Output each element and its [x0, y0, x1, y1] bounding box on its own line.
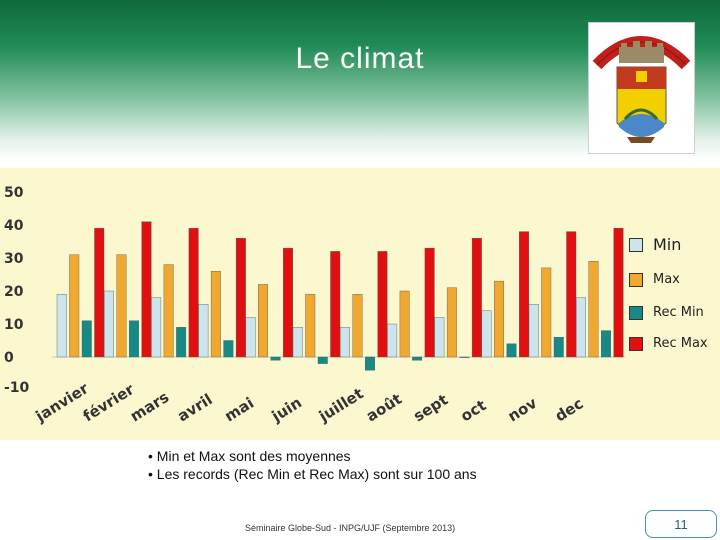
bar-rec-min-3 — [223, 340, 234, 358]
y-tick-label: 50 — [4, 185, 24, 201]
x-tick-label: mai — [221, 394, 257, 426]
legend-item-max: Max — [629, 272, 719, 288]
bar-rec-min-6 — [365, 356, 375, 371]
y-tick-label: 10 — [4, 317, 24, 333]
x-tick-label: août — [363, 390, 405, 426]
bar-min-7 — [387, 323, 398, 358]
slide-notes: • Min et Max sont des moyennes • Les rec… — [148, 447, 477, 483]
x-tick-label: juin — [268, 393, 305, 426]
x-tick-label: sept — [410, 391, 451, 426]
slide-header: Le climat — [0, 0, 720, 160]
climate-bar-chart: 50 40 30 20 10 0 -10 janvier février mars a… — [0, 168, 720, 440]
bar-max-1 — [116, 254, 127, 358]
bar-rec-min-4 — [270, 356, 281, 361]
slide-title: Le climat — [295, 42, 425, 75]
bar-rec-max-6 — [377, 251, 388, 358]
bar-max-8 — [446, 287, 457, 358]
legend-item-min: Min — [629, 235, 719, 254]
bar-rec-min-11 — [601, 330, 611, 358]
bar-max-9 — [494, 280, 504, 358]
bar-min-2 — [151, 297, 162, 358]
bar-max-6 — [352, 294, 363, 358]
legend-item-rec-min: Rec Min — [629, 305, 719, 321]
bar-rec-min-10 — [553, 336, 564, 358]
bar-min-1 — [103, 290, 114, 358]
page-number: 11 — [645, 510, 717, 538]
legend-swatch-max — [629, 273, 643, 287]
bar-rec-max-1 — [141, 221, 152, 358]
legend-label-max: Max — [653, 272, 680, 287]
bar-rec-min-2 — [176, 327, 187, 358]
legend-swatch-min — [629, 238, 643, 252]
legend-label-min: Min — [653, 235, 682, 254]
x-tick-label: février — [80, 380, 138, 426]
bar-max-2 — [163, 264, 174, 358]
bar-max-5 — [305, 294, 316, 358]
bar-rec-min-0 — [81, 320, 92, 358]
bar-min-10 — [528, 303, 539, 358]
y-tick-label: 30 — [4, 251, 24, 267]
x-tick-label: avril — [174, 390, 215, 425]
y-tick-label: 20 — [4, 284, 24, 300]
bar-min-8 — [434, 317, 445, 358]
legend-item-rec-max: Rec Max — [629, 336, 719, 352]
city-coat-of-arms-logo — [588, 22, 695, 154]
x-tick-label: oct — [457, 396, 489, 425]
x-tick-label: dec — [552, 394, 587, 425]
bar-max-11 — [588, 261, 599, 358]
bar-min-6 — [340, 327, 350, 358]
bar-max-3 — [210, 270, 221, 358]
bar-rec-min-1 — [128, 320, 139, 358]
bar-rec-max-2 — [188, 228, 199, 358]
bar-max-0 — [69, 254, 80, 358]
bar-rec-max-10 — [566, 231, 577, 358]
bar-min-3 — [198, 303, 209, 358]
bar-max-10 — [541, 267, 552, 358]
bar-min-4 — [245, 317, 256, 358]
bar-min-5 — [292, 327, 303, 358]
bar-rec-max-3 — [235, 237, 246, 358]
y-tick-label: 0 — [4, 350, 14, 366]
bar-max-4 — [258, 284, 268, 358]
note-line: • Les records (Rec Min et Rec Max) sont … — [148, 466, 477, 482]
bar-rec-max-7 — [424, 247, 435, 358]
bar-min-0 — [56, 294, 67, 358]
legend-label-rec-max: Rec Max — [653, 336, 708, 351]
bar-rec-min-9 — [506, 343, 517, 358]
bar-rec-max-8 — [471, 237, 482, 358]
note-line: • Min et Max sont des moyennes — [148, 448, 351, 464]
bar-rec-max-5 — [330, 251, 341, 358]
bar-rec-max-11 — [613, 228, 624, 358]
y-tick-label: 40 — [4, 218, 24, 234]
x-tick-label: nov — [505, 394, 541, 426]
legend-label-rec-min: Rec Min — [653, 305, 704, 320]
x-tick-label: juillet — [315, 384, 367, 426]
bar-max-7 — [399, 290, 410, 358]
bar-rec-max-0 — [94, 228, 105, 358]
legend-swatch-rec-min — [629, 306, 643, 320]
bar-rec-min-5 — [317, 356, 328, 364]
bar-rec-min-7 — [412, 356, 423, 361]
slide-footer: Séminaire Globe-Sud - INPG/UJF (Septembr… — [245, 523, 456, 533]
legend-swatch-rec-max — [629, 337, 643, 351]
bar-rec-min-8 — [459, 356, 470, 358]
bar-min-11 — [576, 297, 586, 358]
y-tick-label: -10 — [4, 380, 30, 396]
bar-min-9 — [481, 310, 492, 358]
x-tick-label: janvier — [32, 379, 92, 426]
bar-rec-max-9 — [519, 231, 529, 358]
bar-rec-max-4 — [283, 247, 293, 358]
